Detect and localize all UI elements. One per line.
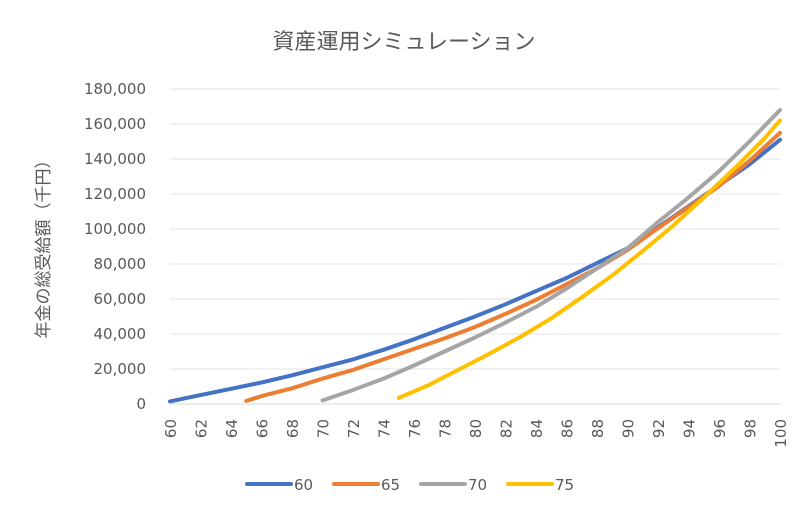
x-tick-label: 86 xyxy=(559,419,577,438)
y-axis: 0 20,000 40,000 60,000 80,000 100,000 120,000 1… xyxy=(84,80,146,413)
series-line-70 xyxy=(320,108,782,403)
y-tick-label: 20,000 xyxy=(94,360,147,378)
y-tick-label: 60,000 xyxy=(94,290,147,308)
legend-item-75[interactable]: 75 xyxy=(506,476,574,494)
x-tick-label: 96 xyxy=(711,419,729,438)
x-tick-label: 84 xyxy=(528,419,546,438)
x-tick-label: 88 xyxy=(589,419,607,438)
x-tick-label: 92 xyxy=(650,419,668,438)
x-tick-label: 74 xyxy=(376,419,394,438)
x-tick-label: 68 xyxy=(284,419,302,438)
x-tick-label: 64 xyxy=(223,419,241,438)
x-tick-label: 76 xyxy=(406,419,424,438)
y-tick-label: 180,000 xyxy=(84,80,146,98)
y-axis-label: 年金の総受給額（千円） xyxy=(34,152,54,339)
x-tick-label: 100 xyxy=(772,419,790,448)
legend-item-65[interactable]: 65 xyxy=(332,476,400,494)
legend-item-60[interactable]: 60 xyxy=(245,476,313,494)
x-tick-label: 98 xyxy=(742,419,760,438)
x-tick-label: 78 xyxy=(437,419,455,438)
y-tick-label: 40,000 xyxy=(94,325,147,343)
series-lines xyxy=(168,108,782,404)
legend-label: 70 xyxy=(468,476,487,494)
gridlines xyxy=(170,88,780,405)
x-tick-label: 72 xyxy=(345,419,363,438)
x-tick-label: 80 xyxy=(467,419,485,438)
legend-item-70[interactable]: 70 xyxy=(419,476,487,494)
x-tick-label: 82 xyxy=(498,419,516,438)
y-tick-label: 160,000 xyxy=(84,115,146,133)
series-line-65 xyxy=(244,130,782,403)
x-tick-label: 70 xyxy=(315,419,333,438)
x-tick-label: 60 xyxy=(162,419,180,438)
x-tick-label: 66 xyxy=(254,419,272,438)
legend-label: 60 xyxy=(294,476,313,494)
legend-label: 65 xyxy=(381,476,400,494)
y-tick-label: 120,000 xyxy=(84,185,146,203)
y-tick-label: 80,000 xyxy=(94,255,147,273)
x-axis: 60 62 64 66 68 70 72 74 76 78 80 82 84 86 88 90 92 94 96 98… xyxy=(162,419,790,448)
legend[interactable]: 60 65 70 75 xyxy=(245,476,574,494)
y-tick-label: 0 xyxy=(136,395,146,413)
x-tick-label: 94 xyxy=(681,419,699,438)
series-line-75 xyxy=(396,118,782,400)
x-tick-label: 62 xyxy=(193,419,211,438)
legend-label: 75 xyxy=(555,476,574,494)
y-tick-label: 140,000 xyxy=(84,150,146,168)
y-tick-label: 100,000 xyxy=(84,220,146,238)
chart-title: 資産運用シミュレーション xyxy=(272,30,535,55)
x-tick-label: 90 xyxy=(620,419,638,438)
